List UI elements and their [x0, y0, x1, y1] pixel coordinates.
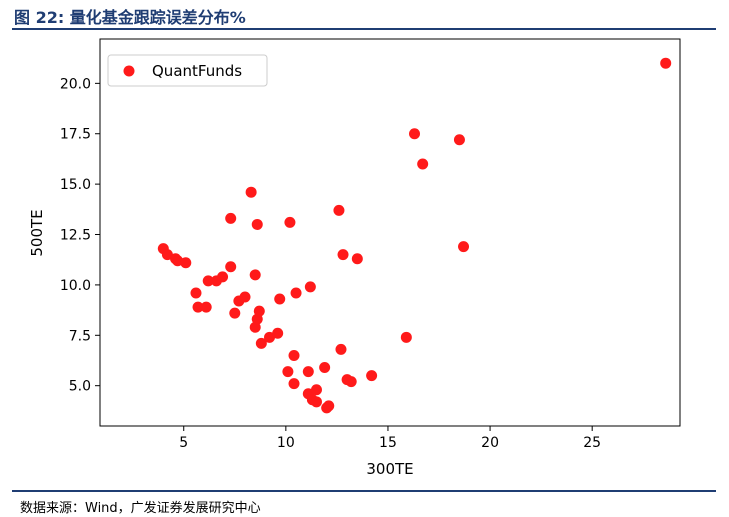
data-point: [249, 269, 261, 281]
data-point: [335, 343, 347, 355]
y-tick-label: 12.5: [60, 228, 91, 244]
data-point: [190, 287, 202, 299]
y-axis-ticks: 5.0 7.5 10.0 12.5 15.0 17.5 20.0: [60, 76, 100, 395]
data-point: [323, 400, 335, 412]
x-tick-label: 5: [179, 435, 188, 451]
data-point: [255, 337, 267, 349]
data-point: [202, 275, 214, 287]
y-tick-label: 20.0: [60, 76, 91, 92]
data-point: [351, 253, 363, 265]
data-point: [304, 281, 316, 293]
data-point: [274, 293, 286, 305]
data-point: [288, 349, 300, 361]
data-point: [225, 212, 237, 224]
data-point: [337, 249, 349, 261]
x-tick-label: 15: [379, 435, 397, 451]
x-axis-ticks: 5 10 15 20 25: [179, 426, 601, 451]
data-point: [245, 186, 257, 198]
data-point: [264, 331, 276, 343]
y-tick-label: 15.0: [60, 177, 91, 193]
data-point: [217, 271, 229, 283]
data-point: [225, 261, 237, 273]
y-tick-label: 5.0: [69, 379, 91, 395]
y-axis-label: 500TE: [28, 209, 46, 256]
top-rule: [12, 28, 716, 30]
data-point: [319, 362, 331, 374]
legend-label: QuantFunds: [152, 62, 242, 80]
plot-frame: [99, 38, 681, 427]
data-point: [366, 370, 378, 382]
x-axis-label: 300TE: [366, 460, 413, 478]
bottom-rule: [12, 490, 716, 492]
data-point: [409, 128, 421, 140]
data-point: [290, 287, 302, 299]
x-tick-label: 20: [481, 435, 499, 451]
legend-marker: [123, 65, 135, 77]
legend: QuantFunds: [107, 54, 268, 87]
data-point: [310, 384, 322, 396]
data-points: [157, 57, 672, 414]
legend-box: [107, 54, 268, 87]
source-note: 数据来源：Wind，广发证券发展研究中心: [20, 501, 261, 516]
x-tick-label: 25: [583, 435, 601, 451]
x-tick-label: 10: [277, 435, 295, 451]
data-point: [453, 134, 465, 146]
data-point: [239, 291, 251, 303]
data-point: [229, 307, 241, 319]
data-point: [333, 204, 345, 216]
data-point: [310, 396, 322, 408]
data-point: [200, 301, 212, 313]
data-point: [161, 249, 173, 261]
scatter-chart: 5 10 15 20 25 5.0 7.5 10.0 12.5 15.0 17.5 20.0 300…: [28, 38, 681, 478]
data-point: [345, 376, 357, 388]
data-point: [302, 366, 314, 378]
data-point: [400, 331, 412, 343]
data-point: [660, 57, 672, 69]
data-point: [272, 327, 284, 339]
data-point: [192, 301, 204, 313]
data-point: [180, 257, 192, 269]
data-point: [282, 366, 294, 378]
figure-title: 图 22: 量化基金跟踪误差分布%: [14, 8, 246, 27]
data-point: [458, 241, 470, 253]
data-point: [284, 216, 296, 228]
y-tick-label: 10.0: [60, 278, 91, 294]
data-point: [417, 158, 429, 170]
data-point: [288, 378, 300, 390]
y-tick-label: 17.5: [60, 127, 91, 143]
data-point: [251, 218, 263, 230]
data-point: [253, 305, 265, 317]
y-tick-label: 7.5: [69, 328, 91, 344]
